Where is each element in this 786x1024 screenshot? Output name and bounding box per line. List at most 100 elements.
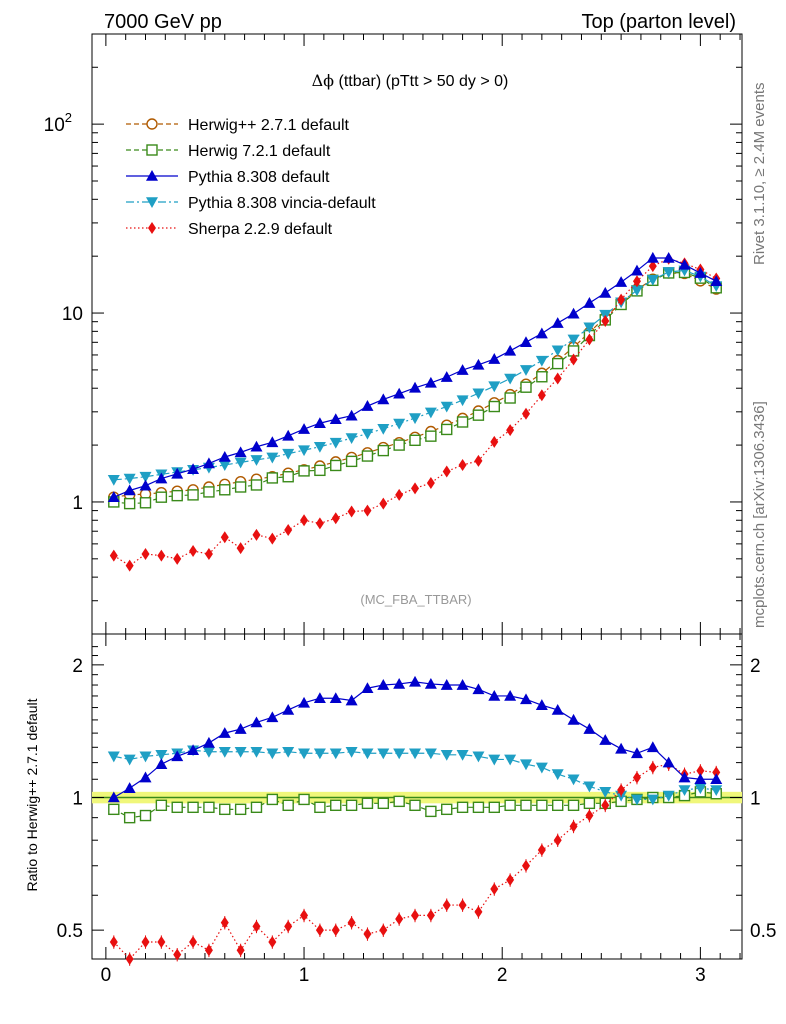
data-point bbox=[424, 376, 437, 388]
data-point bbox=[678, 258, 691, 270]
data-point bbox=[615, 276, 628, 287]
ratio-point bbox=[696, 764, 705, 777]
ratio-point bbox=[187, 744, 200, 756]
ratio-point bbox=[488, 754, 501, 766]
ratio-point bbox=[442, 899, 451, 912]
ratio-point bbox=[488, 801, 500, 814]
data-point bbox=[601, 315, 610, 328]
data-point bbox=[282, 448, 295, 460]
ratio-point bbox=[123, 782, 136, 793]
ratio-point bbox=[329, 692, 342, 704]
ratio-point bbox=[426, 909, 435, 922]
data-point bbox=[521, 407, 530, 420]
data-point bbox=[377, 444, 390, 457]
data-point bbox=[520, 381, 532, 393]
ratio-point bbox=[694, 773, 707, 785]
ratio-y-tick-label-right: 1 bbox=[750, 788, 761, 809]
data-point bbox=[409, 381, 422, 393]
y-tick-label-base: 10 bbox=[62, 304, 83, 325]
data-point bbox=[456, 395, 469, 407]
data-point bbox=[345, 455, 358, 468]
ratio-point bbox=[520, 799, 532, 812]
data-point bbox=[646, 274, 659, 286]
ratio-series-pythia-8-308-vincia-default bbox=[107, 745, 723, 806]
ratio-point bbox=[250, 716, 263, 728]
data-point bbox=[393, 387, 406, 399]
ratio-point bbox=[583, 781, 596, 793]
ratio-y-tick-label: 1 bbox=[72, 788, 83, 809]
data-point bbox=[409, 413, 422, 425]
data-point bbox=[440, 401, 453, 413]
data-point bbox=[648, 260, 657, 273]
ratio-point bbox=[298, 748, 311, 760]
data-point bbox=[632, 275, 641, 288]
ratio-point bbox=[345, 694, 358, 706]
data-point bbox=[472, 409, 485, 421]
ratio-point bbox=[504, 754, 517, 766]
data-point bbox=[202, 457, 215, 469]
data-point bbox=[329, 413, 342, 425]
ratio-point bbox=[234, 746, 247, 758]
data-point bbox=[139, 471, 152, 483]
ratio-point bbox=[361, 797, 374, 810]
series-layer bbox=[107, 251, 723, 966]
data-point bbox=[157, 549, 166, 562]
data-point bbox=[171, 467, 184, 479]
data-point bbox=[220, 531, 229, 544]
ratio-point bbox=[694, 783, 707, 795]
data-point bbox=[330, 459, 342, 472]
data-point bbox=[363, 504, 372, 517]
data-point bbox=[313, 417, 326, 429]
data-point bbox=[409, 434, 421, 447]
ratio-series-sherpa-2-2-9-default bbox=[109, 757, 721, 966]
data-point bbox=[536, 371, 548, 383]
plot-title-text: (ttbar) (pTtt > 50 dy > 0) bbox=[334, 73, 508, 90]
header-right: Top (parton level) bbox=[581, 11, 736, 33]
data-point bbox=[426, 476, 435, 489]
data-point bbox=[266, 452, 279, 464]
ratio-point bbox=[521, 859, 530, 872]
ratio-point bbox=[567, 799, 580, 812]
data-point bbox=[567, 334, 580, 346]
ratio-point bbox=[409, 748, 422, 760]
ratio-point bbox=[139, 771, 152, 783]
ratio-point bbox=[456, 749, 469, 761]
ratio-point bbox=[377, 797, 390, 810]
ratio-point bbox=[710, 773, 723, 785]
ratio-point bbox=[218, 746, 231, 758]
ratio-point bbox=[331, 924, 340, 937]
ratio-point bbox=[424, 677, 437, 689]
data-point bbox=[488, 353, 501, 364]
ratio-point bbox=[282, 703, 295, 715]
ratio-point bbox=[409, 675, 422, 687]
ratio-point bbox=[678, 771, 691, 783]
ratio-point bbox=[379, 924, 388, 937]
data-point bbox=[504, 344, 517, 356]
ratio-point bbox=[109, 935, 118, 948]
ratio-point bbox=[648, 761, 657, 774]
ratio-point bbox=[171, 801, 183, 814]
data-point bbox=[474, 454, 483, 467]
ratio-y-tick-label-right: 0.5 bbox=[750, 921, 776, 942]
ratio-point bbox=[157, 935, 166, 948]
data-point bbox=[155, 472, 168, 484]
ratio-point bbox=[266, 793, 279, 806]
ratio-point bbox=[204, 944, 213, 957]
ratio-point bbox=[630, 794, 643, 806]
legend-marker bbox=[146, 197, 158, 208]
data-point bbox=[315, 517, 324, 530]
ratio-point bbox=[139, 809, 152, 822]
ratio-point bbox=[440, 749, 453, 761]
legend-item-herwig-2-7-1-default: Herwig++ 2.7.1 default bbox=[126, 117, 350, 134]
data-point bbox=[646, 251, 659, 263]
ratio-point bbox=[125, 953, 134, 965]
ratio-point bbox=[535, 762, 548, 774]
data-point bbox=[583, 322, 596, 334]
data-point bbox=[171, 489, 183, 502]
y-tick-label-base: 10 bbox=[44, 115, 65, 136]
data-point bbox=[490, 435, 499, 448]
ratio-point bbox=[617, 783, 626, 796]
ratio-series-pythia-8-308-default bbox=[107, 675, 723, 803]
ratio-point bbox=[363, 928, 372, 941]
series-line bbox=[113, 258, 717, 567]
